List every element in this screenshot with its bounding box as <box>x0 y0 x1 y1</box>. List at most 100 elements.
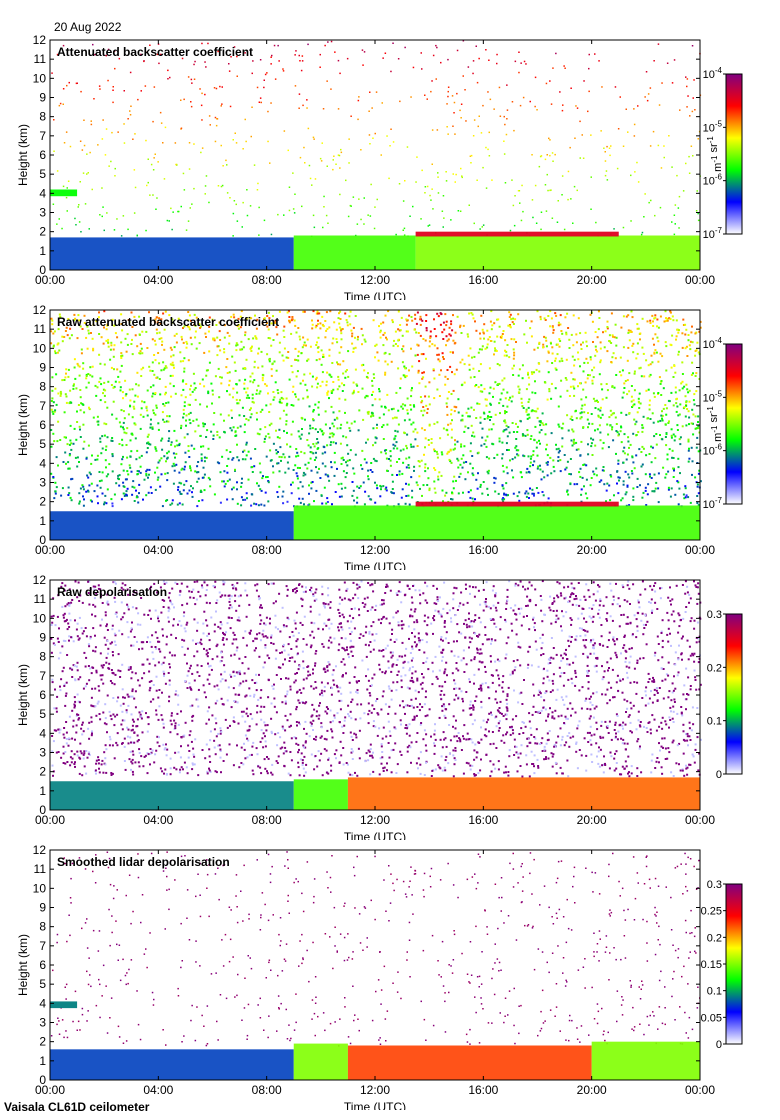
noise-dot <box>402 200 405 202</box>
noise-dot <box>151 427 154 430</box>
noise-dot <box>146 389 149 392</box>
noise-dot <box>340 346 343 349</box>
noise-dot <box>248 408 251 411</box>
noise-dot <box>364 603 367 606</box>
noise-dot <box>200 643 203 646</box>
noise-dot <box>52 401 55 404</box>
noise-dot <box>587 412 589 414</box>
noise-dot <box>399 324 402 326</box>
noise-dot <box>357 429 360 432</box>
noise-dot <box>436 347 439 350</box>
noise-dot <box>610 738 613 741</box>
noise-dot <box>617 459 620 462</box>
noise-dot <box>374 344 377 347</box>
noise-dot <box>372 390 375 393</box>
noise-dot <box>390 408 393 411</box>
noise-dot <box>290 319 293 322</box>
noise-dot <box>668 448 671 451</box>
noise-dot <box>219 732 222 735</box>
noise-dot <box>247 338 250 341</box>
noise-dot <box>662 466 665 469</box>
noise-dot <box>151 634 154 637</box>
noise-dot <box>409 404 412 406</box>
noise-dot <box>116 368 119 371</box>
noise-dot <box>279 398 282 401</box>
noise-dot <box>98 380 101 383</box>
noise-dot <box>337 608 340 611</box>
noise-dot <box>487 469 490 472</box>
noise-dot <box>667 422 670 424</box>
noise-dot <box>68 602 71 605</box>
noise-dot <box>108 463 111 466</box>
noise-dot <box>255 503 258 506</box>
noise-dot <box>268 358 271 361</box>
noise-dot <box>532 492 535 495</box>
noise-dot <box>323 195 325 198</box>
noise-dot <box>282 359 285 362</box>
noise-dot <box>388 177 390 180</box>
noise-dot <box>156 466 159 469</box>
noise-dot <box>421 319 424 322</box>
noise-dot <box>114 67 116 70</box>
noise-dot <box>694 354 697 357</box>
noise-dot <box>619 96 621 98</box>
noise-dot <box>425 314 428 317</box>
noise-dot <box>380 485 383 488</box>
noise-dot <box>331 422 334 425</box>
noise-dot <box>423 409 426 412</box>
noise-dot <box>226 331 229 334</box>
noise-dot <box>158 362 161 365</box>
noise-dot <box>438 471 441 474</box>
noise-dot <box>409 443 412 446</box>
noise-dot <box>192 763 194 766</box>
noise-dot <box>235 638 238 641</box>
noise-dot <box>51 72 53 74</box>
noise-dot <box>295 448 298 450</box>
noise-dot <box>319 322 322 325</box>
noise-dot <box>196 465 199 468</box>
noise-dot <box>379 757 382 760</box>
noise-dot <box>497 729 500 732</box>
noise-dot <box>150 492 153 494</box>
noise-dot <box>539 155 542 158</box>
noise-dot <box>688 172 691 174</box>
noise-dot <box>180 335 183 338</box>
noise-dot <box>632 399 635 402</box>
noise-dot <box>298 93 301 95</box>
noise-dot <box>131 762 134 765</box>
noise-dot <box>184 451 187 454</box>
y-tick-label: 11 <box>34 52 47 66</box>
noise-dot <box>404 367 407 370</box>
noise-dot <box>429 336 432 339</box>
noise-dot <box>416 156 418 158</box>
noise-dot <box>567 639 570 642</box>
noise-dot <box>232 687 235 690</box>
noise-dot <box>317 319 319 322</box>
noise-dot <box>521 364 524 367</box>
noise-dot <box>208 316 211 319</box>
noise-dot <box>656 336 659 339</box>
noise-dot <box>410 608 413 611</box>
noise-dot <box>182 327 184 329</box>
noise-dot <box>512 732 515 735</box>
noise-dot <box>661 737 664 740</box>
noise-dot <box>324 423 327 426</box>
noise-dot <box>694 375 697 377</box>
noise-dot <box>453 373 456 376</box>
noise-dot <box>625 458 628 461</box>
noise-dot <box>194 387 197 389</box>
noise-dot <box>612 412 615 415</box>
noise-dot <box>187 445 190 448</box>
noise-dot <box>685 401 688 404</box>
noise-dot <box>445 324 448 327</box>
noise-dot <box>533 460 536 463</box>
noise-dot <box>561 738 564 741</box>
noise-dot <box>598 60 600 62</box>
noise-dot <box>159 111 162 114</box>
noise-dot <box>655 351 658 354</box>
noise-dot <box>309 177 312 180</box>
noise-dot <box>101 187 103 189</box>
noise-dot <box>61 335 64 338</box>
noise-dot <box>473 119 476 121</box>
y-tick-label: 2 <box>39 225 46 239</box>
